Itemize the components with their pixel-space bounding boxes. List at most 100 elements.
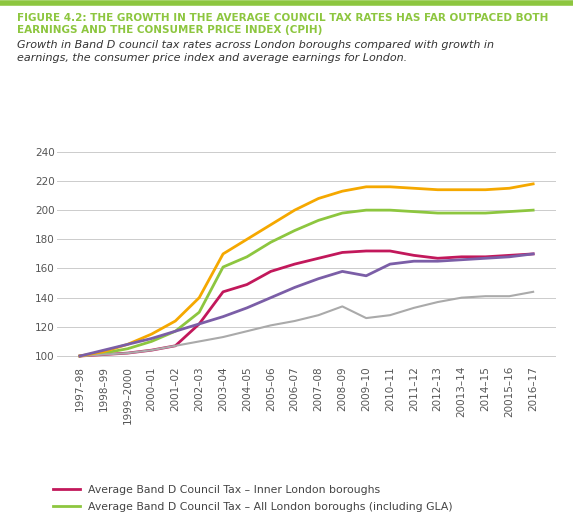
Average Band D Council Tax – All London boroughs (including GLA) (172, 328, 179, 334)
Average Earnings for London (219, 313, 226, 320)
Average Band D Council Tax – Inner London boroughs (410, 252, 417, 258)
Average Earnings for London (100, 347, 107, 353)
Average Band D Council Tax – Outer London boroughs (387, 184, 394, 190)
Average Band D Council Tax – Outer London boroughs (315, 195, 322, 201)
Average Band D Council Tax – All London boroughs (including GLA) (291, 227, 298, 234)
Average Band D Council Tax – Outer London boroughs (219, 251, 226, 257)
Average Earnings for London (291, 284, 298, 291)
Average Band D Council Tax – Outer London boroughs (77, 353, 84, 359)
CPIH (268, 322, 274, 329)
Average Band D Council Tax – Inner London boroughs (506, 252, 513, 258)
Average Band D Council Tax – Outer London boroughs (434, 187, 441, 193)
Average Band D Council Tax – Inner London boroughs (339, 249, 346, 255)
Average Band D Council Tax – Inner London boroughs (363, 248, 370, 254)
CPIH (458, 295, 465, 301)
CPIH (124, 350, 131, 356)
Average Band D Council Tax – Inner London boroughs (291, 261, 298, 267)
Average Band D Council Tax – Inner London boroughs (315, 255, 322, 262)
CPIH (410, 305, 417, 311)
Average Earnings for London (506, 254, 513, 260)
Average Earnings for London (124, 341, 131, 347)
Average Band D Council Tax – Inner London boroughs (124, 350, 131, 356)
CPIH (196, 338, 203, 345)
Average Band D Council Tax – All London boroughs (including GLA) (458, 210, 465, 216)
Average Band D Council Tax – Inner London boroughs (219, 289, 226, 295)
Average Band D Council Tax – All London boroughs (including GLA) (219, 264, 226, 270)
Average Band D Council Tax – Inner London boroughs (77, 353, 84, 359)
Average Band D Council Tax – Outer London boroughs (291, 207, 298, 213)
Average Band D Council Tax – All London boroughs (including GLA) (148, 338, 155, 345)
CPIH (244, 328, 250, 334)
CPIH (291, 318, 298, 324)
Average Band D Council Tax – Outer London boroughs (268, 222, 274, 228)
Average Band D Council Tax – Outer London boroughs (196, 295, 203, 301)
Average Band D Council Tax – All London boroughs (including GLA) (77, 353, 84, 359)
Average Band D Council Tax – Inner London boroughs (458, 254, 465, 260)
Average Band D Council Tax – Inner London boroughs (482, 254, 489, 260)
Average Earnings for London (148, 335, 155, 342)
Average Earnings for London (172, 328, 179, 334)
Line: Average Band D Council Tax – Inner London boroughs: Average Band D Council Tax – Inner Londo… (80, 251, 533, 356)
Average Band D Council Tax – Inner London boroughs (434, 255, 441, 262)
Average Band D Council Tax – Outer London boroughs (148, 331, 155, 337)
Average Band D Council Tax – All London boroughs (including GLA) (268, 239, 274, 245)
Average Band D Council Tax – Inner London boroughs (172, 343, 179, 349)
Average Band D Council Tax – Inner London boroughs (268, 268, 274, 275)
Average Band D Council Tax – Outer London boroughs (100, 349, 107, 355)
Average Earnings for London (196, 321, 203, 327)
Average Band D Council Tax – All London boroughs (including GLA) (244, 254, 250, 260)
Average Earnings for London (315, 276, 322, 282)
CPIH (482, 293, 489, 299)
Average Earnings for London (77, 353, 84, 359)
Average Band D Council Tax – All London boroughs (including GLA) (387, 207, 394, 213)
Average Band D Council Tax – Outer London boroughs (172, 318, 179, 324)
Average Band D Council Tax – All London boroughs (including GLA) (124, 346, 131, 352)
CPIH (100, 351, 107, 358)
Average Earnings for London (387, 261, 394, 267)
Legend: Average Band D Council Tax – Inner London boroughs, Average Band D Council Tax –: Average Band D Council Tax – Inner Londo… (53, 485, 453, 519)
Average Band D Council Tax – Outer London boroughs (363, 184, 370, 190)
Average Band D Council Tax – Outer London boroughs (458, 187, 465, 193)
Average Band D Council Tax – All London boroughs (including GLA) (100, 350, 107, 356)
Average Band D Council Tax – Inner London boroughs (529, 251, 536, 257)
CPIH (77, 353, 84, 359)
Average Band D Council Tax – Inner London boroughs (387, 248, 394, 254)
Average Earnings for London (529, 251, 536, 257)
CPIH (387, 312, 394, 318)
Average Band D Council Tax – All London boroughs (including GLA) (315, 217, 322, 224)
Average Earnings for London (434, 258, 441, 264)
CPIH (363, 315, 370, 321)
Line: Average Earnings for London: Average Earnings for London (80, 254, 533, 356)
CPIH (529, 289, 536, 295)
Average Band D Council Tax – All London boroughs (including GLA) (410, 209, 417, 215)
CPIH (219, 334, 226, 340)
CPIH (506, 293, 513, 299)
Average Band D Council Tax – Outer London boroughs (410, 185, 417, 192)
Average Band D Council Tax – Inner London boroughs (100, 351, 107, 358)
Average Earnings for London (482, 255, 489, 262)
CPIH (172, 343, 179, 349)
Text: FIGURE 4.2: THE GROWTH IN THE AVERAGE COUNCIL TAX RATES HAS FAR OUTPACED BOTH: FIGURE 4.2: THE GROWTH IN THE AVERAGE CO… (17, 13, 548, 23)
CPIH (148, 347, 155, 353)
Line: CPIH: CPIH (80, 292, 533, 356)
Average Earnings for London (339, 268, 346, 275)
Average Band D Council Tax – Outer London boroughs (482, 187, 489, 193)
Average Band D Council Tax – Outer London boroughs (244, 236, 250, 242)
Average Band D Council Tax – Outer London boroughs (339, 188, 346, 194)
Average Band D Council Tax – Outer London boroughs (124, 341, 131, 347)
Average Earnings for London (410, 258, 417, 264)
Average Earnings for London (268, 295, 274, 301)
Average Earnings for London (458, 256, 465, 263)
Average Band D Council Tax – Outer London boroughs (529, 181, 536, 187)
Average Earnings for London (244, 305, 250, 311)
Average Band D Council Tax – All London boroughs (including GLA) (529, 207, 536, 213)
Average Band D Council Tax – Inner London boroughs (196, 321, 203, 327)
Average Band D Council Tax – All London boroughs (including GLA) (434, 210, 441, 216)
Average Band D Council Tax – All London boroughs (including GLA) (339, 210, 346, 216)
Average Band D Council Tax – Inner London boroughs (148, 347, 155, 353)
Average Band D Council Tax – Inner London boroughs (244, 281, 250, 288)
Text: Growth in Band D council tax rates across London boroughs compared with growth i: Growth in Band D council tax rates acros… (17, 40, 494, 63)
CPIH (315, 312, 322, 318)
CPIH (434, 299, 441, 305)
Average Band D Council Tax – All London boroughs (including GLA) (482, 210, 489, 216)
